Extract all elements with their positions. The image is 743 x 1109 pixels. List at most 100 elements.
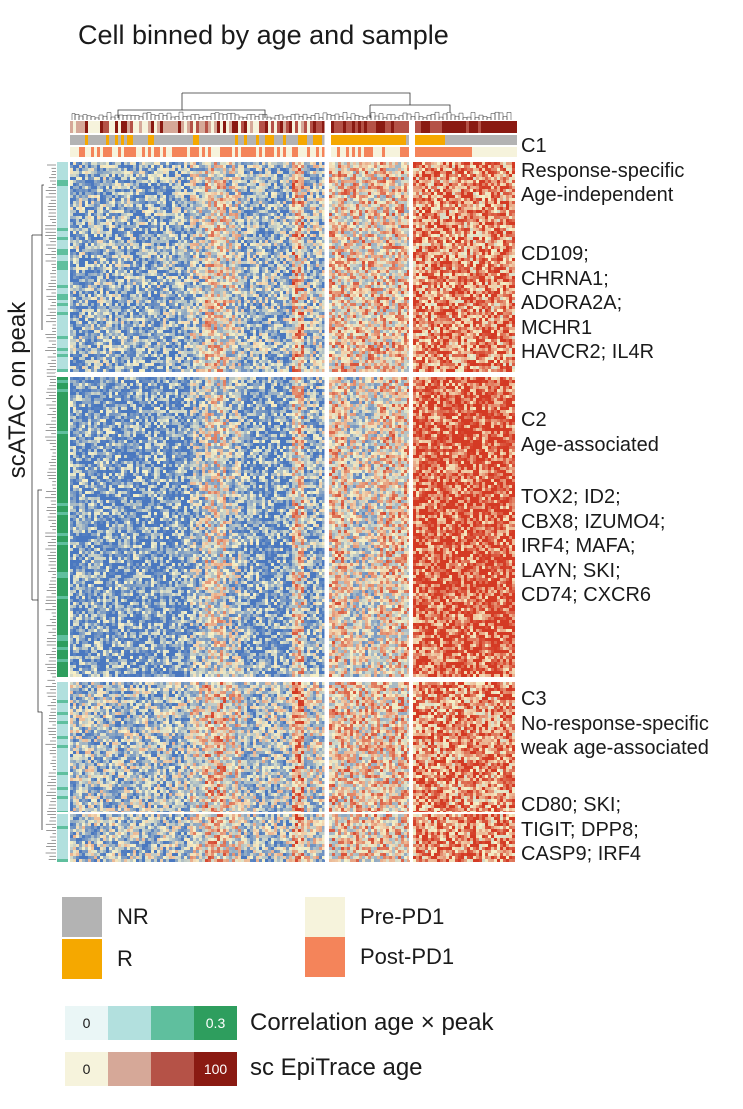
heatmap-cell <box>247 165 250 168</box>
treatment-track-cell <box>445 147 448 157</box>
response-track-cell <box>505 135 508 145</box>
age-track-cell <box>193 121 196 133</box>
response-track-cell <box>502 135 505 145</box>
correlation-track-cell <box>57 709 68 712</box>
heatmap-cell <box>208 162 211 165</box>
dendrogram-branch <box>119 115 123 120</box>
dendrogram-branch <box>38 600 42 712</box>
dendrogram-branch <box>187 116 191 120</box>
response-track-cell <box>313 135 316 145</box>
age-track-cell <box>73 121 76 133</box>
response-track-cell <box>454 135 457 145</box>
dendrogram-branch <box>107 113 111 121</box>
age-track-cell <box>514 121 517 133</box>
correlation-track-cell <box>57 832 68 835</box>
correlation-track-cell <box>57 826 68 829</box>
treatment-track-cell <box>232 147 235 157</box>
age-track-cell <box>298 121 301 133</box>
dendrogram-branch <box>243 117 247 120</box>
heatmap-cell <box>79 165 82 168</box>
heatmap-cell <box>70 162 73 165</box>
age-track-cell <box>145 121 148 133</box>
age-track-cell <box>481 121 484 133</box>
correlation-track-cell <box>57 422 68 425</box>
age-track-cell <box>454 121 457 133</box>
treatment-track-cell <box>397 147 400 157</box>
response-track-cell <box>286 135 289 145</box>
dendrogram-branch <box>483 117 487 121</box>
treatment-track-cell <box>361 147 364 157</box>
heatmap-cell <box>82 165 85 168</box>
heatmap-cell <box>145 165 148 168</box>
heatmap-cell <box>163 165 166 168</box>
heatmap-cell <box>142 165 145 168</box>
age-track-cell <box>127 121 130 133</box>
age-track-cell <box>157 121 160 133</box>
correlation-track-cell <box>57 413 68 416</box>
age-track-cell <box>421 121 424 133</box>
age-track-cell <box>361 121 364 133</box>
correlation-track-cell <box>57 407 68 410</box>
age-track-cell <box>289 121 292 133</box>
age-track-cell <box>337 121 340 133</box>
response-track-cell <box>418 135 421 145</box>
response-track-cell <box>280 135 283 145</box>
age-track-cell <box>217 121 220 133</box>
response-track-cell <box>436 135 439 145</box>
correlation-track-cell <box>57 503 68 506</box>
age-track-cell <box>196 121 199 133</box>
heatmap-cell <box>100 162 103 165</box>
dendrogram-branch <box>419 117 423 120</box>
age-track-cell <box>280 121 283 133</box>
dendrogram-branch <box>155 116 159 120</box>
response-track-cell <box>457 135 460 145</box>
heatmap-cell <box>247 162 250 165</box>
dendrogram-branch <box>387 115 391 120</box>
age-track-cell <box>292 121 295 133</box>
treatment-track-cell <box>337 147 340 157</box>
treatment-track-cell <box>148 147 151 157</box>
heatmap-cell <box>76 162 79 165</box>
heatmap-cell <box>202 165 205 168</box>
response-track-cell <box>370 135 373 145</box>
age-track-cell <box>316 121 319 133</box>
dendrogram-branch <box>259 114 263 120</box>
heatmap-cell <box>178 165 181 168</box>
treatment-track-cell <box>175 147 178 157</box>
age-track-cell <box>160 121 163 133</box>
age-track-cell <box>142 121 145 133</box>
heatmap-cell <box>79 168 82 171</box>
treatment-track-cell <box>241 147 244 157</box>
correlation-track-cell <box>57 342 68 345</box>
correlation-track-cell <box>57 222 68 225</box>
heatmap-cell <box>271 165 274 168</box>
dendrogram-branch <box>91 117 95 120</box>
correlation-track-cell <box>57 563 68 566</box>
treatment-track-cell <box>448 147 451 157</box>
dendrogram-branch <box>319 118 323 120</box>
dendrogram-branch <box>495 112 499 120</box>
heatmap-cell <box>202 162 205 165</box>
response-track-cell <box>115 135 118 145</box>
correlation-track-cell <box>57 318 68 321</box>
response-track-cell <box>127 135 130 145</box>
response-track-cell <box>76 135 79 145</box>
treatment-track-cell <box>493 147 496 157</box>
treatment-track-cell <box>433 147 436 157</box>
correlation-track-cell <box>57 581 68 584</box>
response-track-cell <box>238 135 241 145</box>
dendrogram-branch <box>183 117 187 120</box>
heatmap-cell <box>304 162 307 165</box>
correlation-track-cell <box>57 351 68 354</box>
age-track-cell <box>205 121 208 133</box>
correlation-track-cell <box>57 602 68 605</box>
age-track-cell <box>148 121 151 133</box>
age-track-cell <box>295 121 298 133</box>
dendrogram-branch <box>315 113 319 120</box>
treatment-track-cell <box>355 147 358 157</box>
age-track-cell <box>505 121 508 133</box>
correlation-track-cell <box>57 766 68 769</box>
treatment-track-cell <box>250 147 253 157</box>
age-track-cell <box>472 121 475 133</box>
response-track-cell <box>235 135 238 145</box>
